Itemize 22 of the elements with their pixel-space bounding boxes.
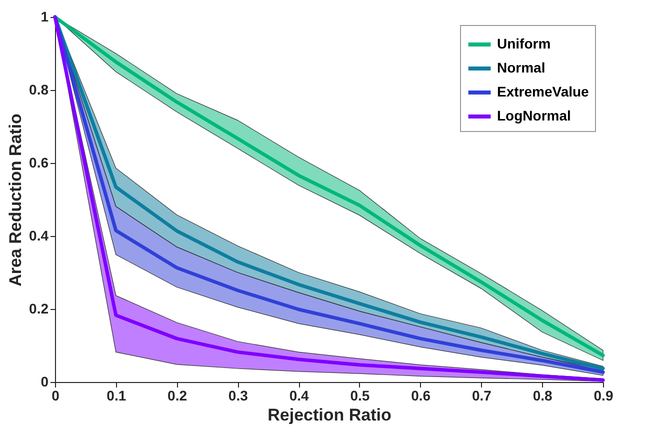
x-tick-label: 0.6: [411, 388, 431, 404]
y-tick-label: 0.6: [29, 154, 49, 170]
x-tick-label: 0.3: [228, 388, 248, 404]
x-tick-label: 0.9: [594, 388, 614, 404]
legend-label: ExtremeValue: [497, 84, 590, 100]
x-tick-label: 0.5: [350, 388, 370, 404]
y-axis-title: Area Reduction Ratio: [6, 114, 26, 286]
y-tick-label: 0: [40, 374, 49, 390]
legend-label: Normal: [497, 60, 546, 76]
x-tick-label: 0.4: [289, 388, 309, 404]
y-tick-label: 0.4: [29, 228, 49, 244]
x-tick-label: 0.8: [532, 388, 553, 404]
y-tick-label: 1: [40, 8, 49, 24]
x-tick-label: 0.7: [472, 388, 492, 404]
x-tick-label: 0.1: [106, 388, 126, 404]
y-tick-label: 0.8: [29, 82, 49, 98]
legend-label: LogNormal: [497, 108, 571, 124]
x-axis-title: Rejection Ratio: [268, 406, 392, 424]
y-tick-label: 0.2: [29, 300, 49, 316]
x-tick-label: 0.2: [168, 388, 188, 404]
legend-label: Uniform: [497, 36, 551, 52]
x-tick-label: 0: [52, 388, 60, 404]
